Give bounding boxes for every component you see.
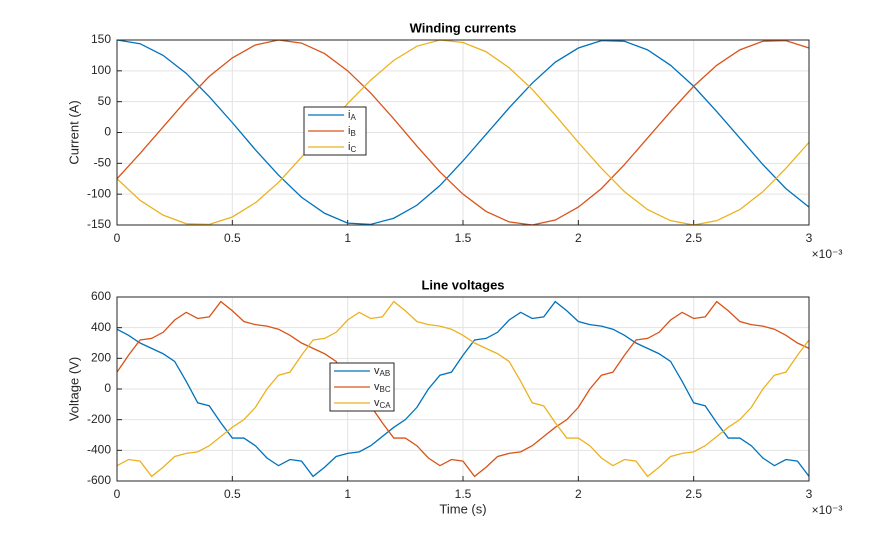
x-tick-label: 0.5 <box>224 487 241 501</box>
y-tick-label: 0 <box>104 381 111 395</box>
y-tick-label: 0 <box>104 125 111 139</box>
x-tick-label: 2 <box>575 487 582 501</box>
axes-box <box>116 296 810 482</box>
x-tick-label: 0 <box>114 231 121 245</box>
legend-label: iB <box>348 125 356 138</box>
x-tick-label: 0.5 <box>224 231 241 245</box>
x-tick-label: 3 <box>806 487 813 501</box>
x-tick-label: 3 <box>806 231 813 245</box>
chart-title: Winding currents <box>410 20 517 35</box>
x-axis-label: Time (s) <box>439 501 486 516</box>
x-tick-label: 0 <box>114 487 121 501</box>
legend-label: iA <box>348 109 356 122</box>
x-multiplier: ×10⁻³ <box>812 503 843 517</box>
x-tick-label: 2.5 <box>685 231 702 245</box>
x-tick-label: 2 <box>575 231 582 245</box>
y-tick-label: 400 <box>91 320 111 334</box>
x-tick-label: 1 <box>344 487 351 501</box>
y-tick-label: 600 <box>91 289 111 303</box>
y-tick-label: -150 <box>87 217 111 231</box>
y-tick-label: 50 <box>98 94 112 108</box>
legend-label: vCA <box>374 397 391 410</box>
y-tick-label: -100 <box>87 186 111 200</box>
legend-label: vBC <box>374 381 391 394</box>
x-tick-label: 2.5 <box>685 487 702 501</box>
y-tick-label: -50 <box>94 156 112 170</box>
legend-label: iC <box>348 141 356 154</box>
data-line <box>116 300 810 478</box>
data-line <box>116 300 810 478</box>
y-tick-label: -400 <box>87 443 111 457</box>
y-tick-label: 150 <box>91 32 111 46</box>
data-line <box>116 39 810 226</box>
data-line <box>116 300 810 478</box>
y-tick-label: -200 <box>87 412 111 426</box>
x-multiplier: ×10⁻³ <box>812 247 843 261</box>
y-axis-label: Current (A) <box>66 100 81 164</box>
axes-box <box>116 39 810 226</box>
x-tick-label: 1 <box>344 231 351 245</box>
chart-title: Line voltages <box>421 277 504 292</box>
y-tick-label: 200 <box>91 351 111 365</box>
y-axis-label: Voltage (V) <box>66 357 81 421</box>
x-tick-label: 1.5 <box>455 487 472 501</box>
y-tick-label: -600 <box>87 473 111 487</box>
x-tick-label: 1.5 <box>455 231 472 245</box>
legend-label: vAB <box>374 365 390 378</box>
y-tick-label: 100 <box>91 63 111 77</box>
